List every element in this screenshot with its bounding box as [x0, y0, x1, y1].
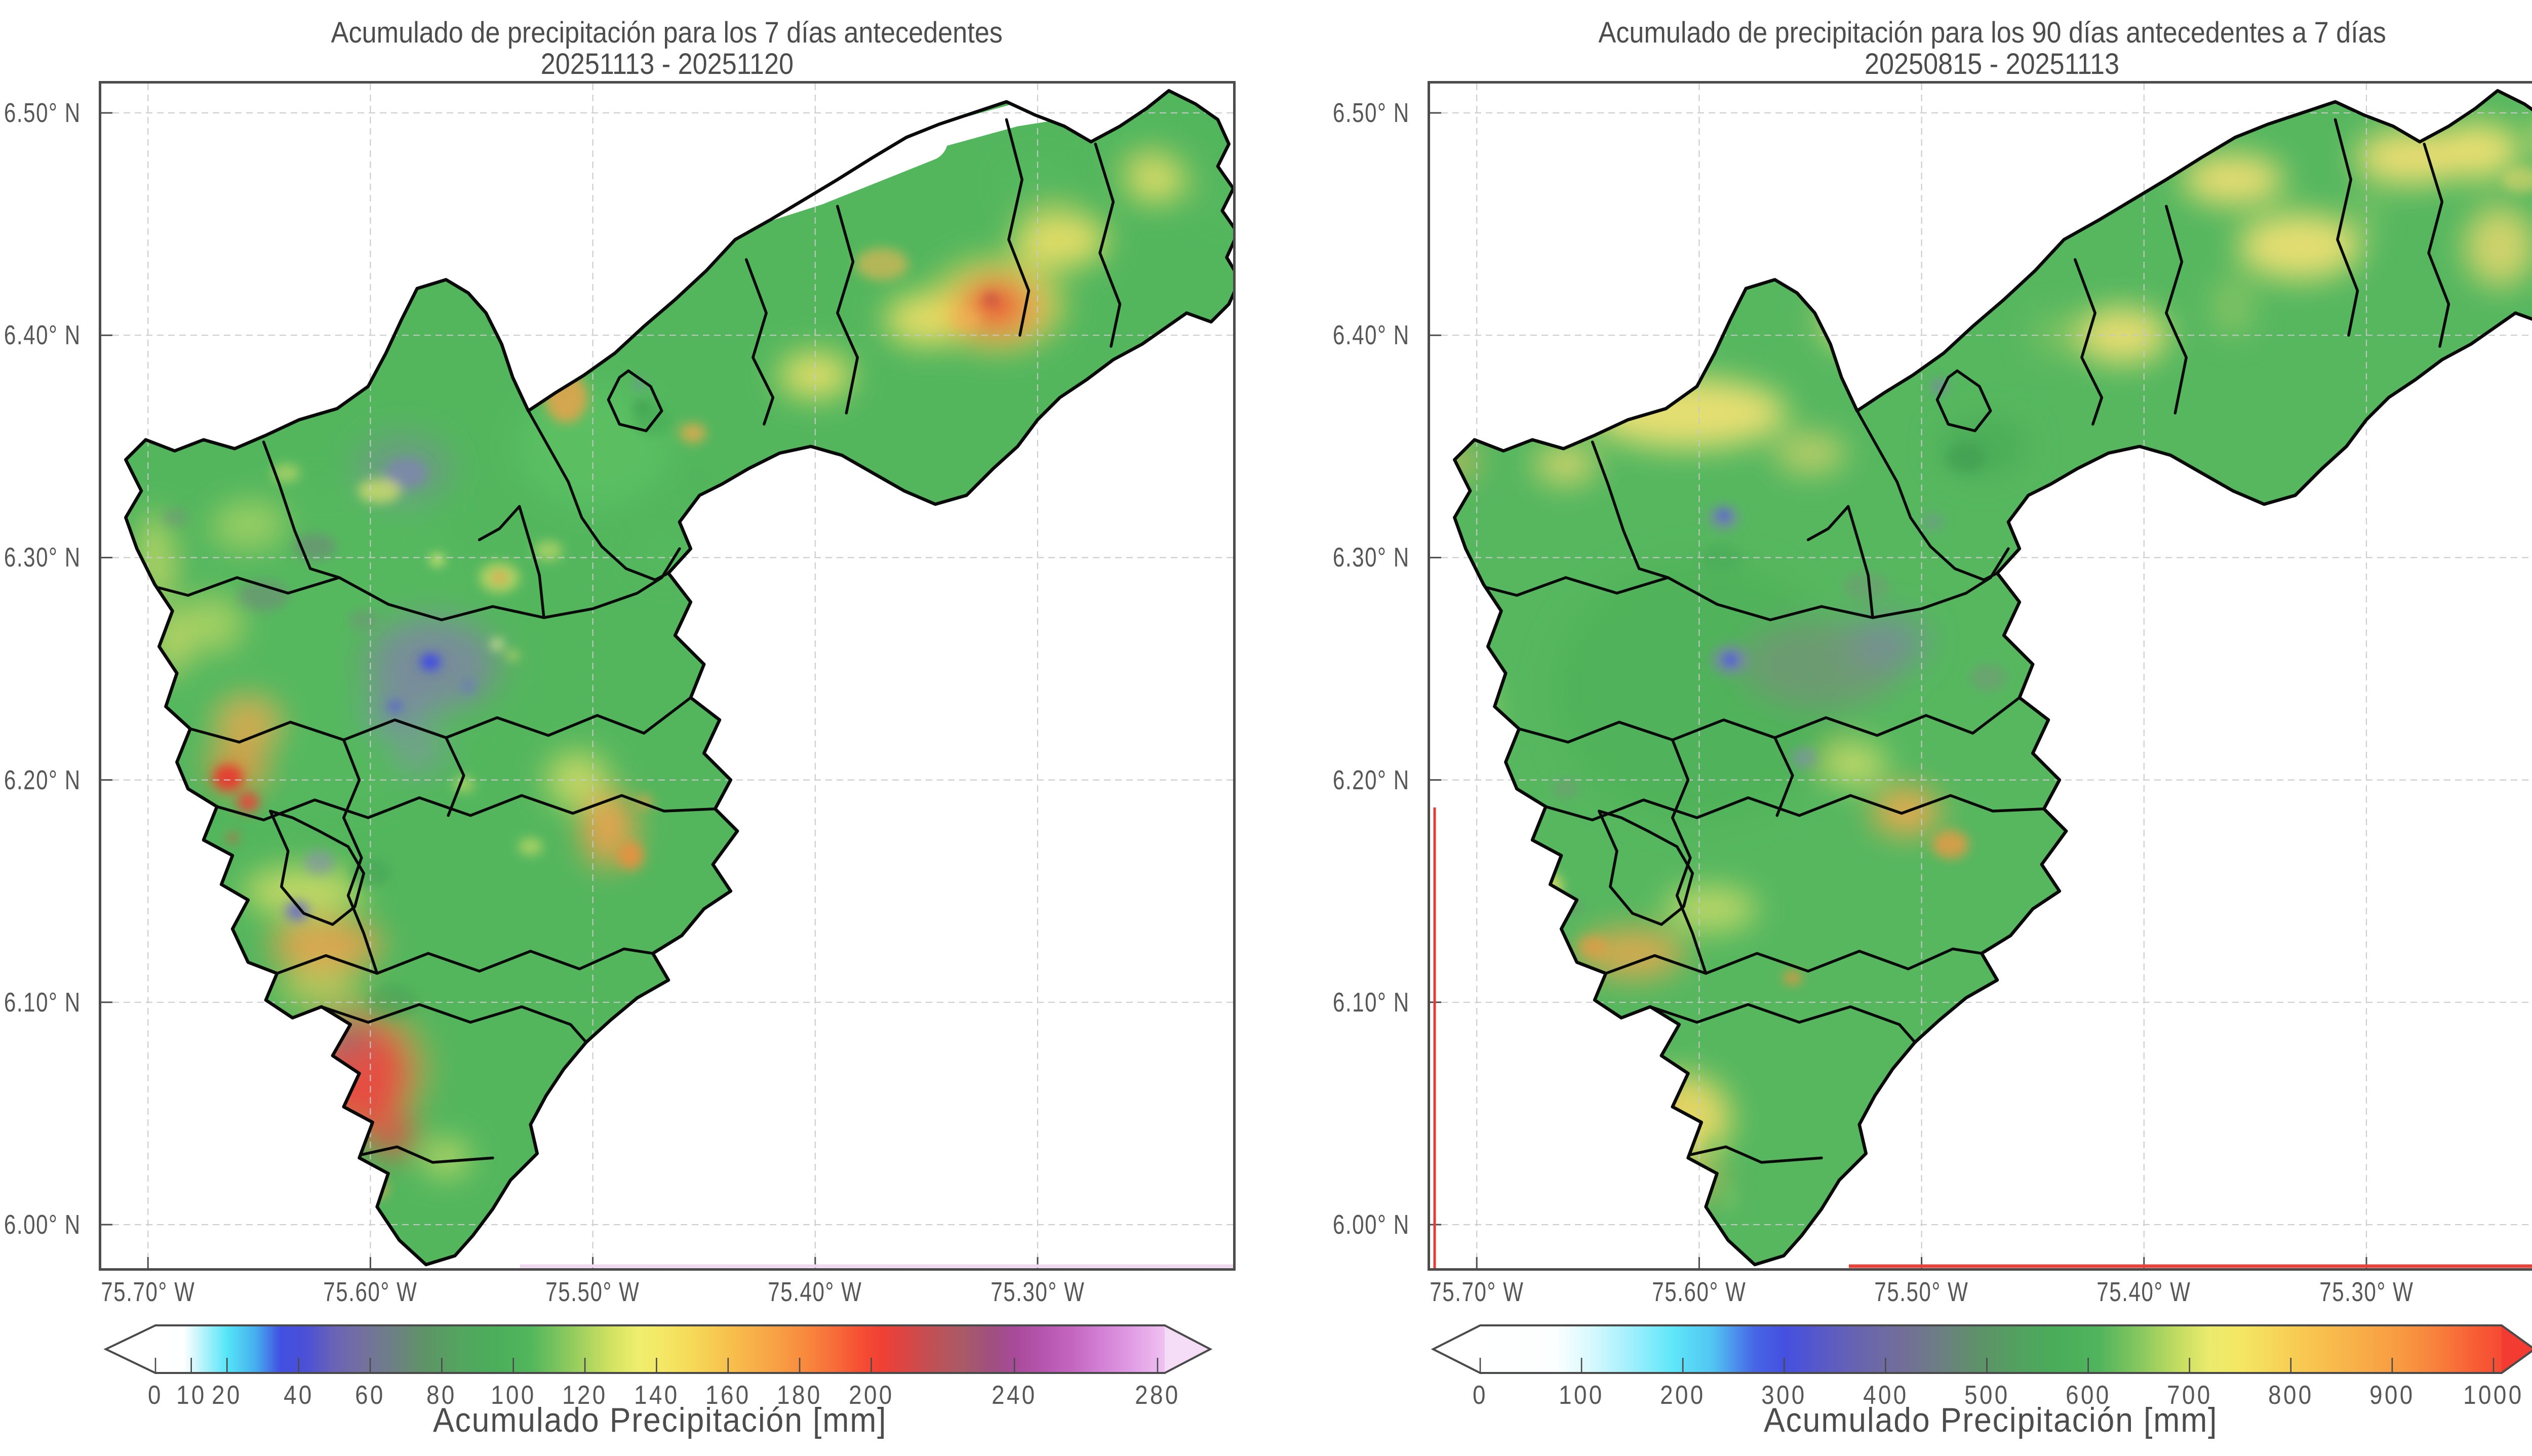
right-colorbar-label: Acumulado Precipitación [mm] [1763, 1401, 2218, 1439]
colorbar-tick-label: 0 [1473, 1381, 1488, 1410]
x-tick-label: 75.60° W [1652, 1277, 1747, 1307]
y-tick-label: 6.40° N [1333, 320, 1410, 351]
x-tick-label: 75.40° W [2096, 1277, 2191, 1307]
colorbar-tick-label: 200 [848, 1381, 894, 1410]
colorbar-tick-label: 120 [562, 1381, 608, 1410]
colorbar-tick-label: 200 [1660, 1381, 1706, 1410]
colorbar-tick-label: 60 [355, 1381, 385, 1410]
y-tick-label: 6.10° N [1333, 987, 1410, 1018]
y-tick-label: 6.30° N [4, 542, 81, 573]
y-tick-label: 6.50° N [4, 97, 81, 128]
colorbar-90days [1431, 1324, 2532, 1374]
colorbar-tick-label: 180 [777, 1381, 822, 1410]
left-title-line2: 20251113 - 20251120 [540, 48, 794, 80]
left-panel-title: Acumulado de precipitación para los 7 dí… [59, 17, 1275, 80]
left-title-line1: Acumulado de precipitación para los 7 dí… [331, 16, 1003, 49]
x-tick-label: 75.70° W [101, 1277, 195, 1307]
colorbar-tick-label: 280 [1135, 1381, 1180, 1410]
precipitation-map-90days [1430, 84, 2532, 1268]
colorbar-tick-label: 500 [1964, 1381, 2010, 1410]
colorbar-tick-label: 400 [1863, 1381, 1909, 1410]
left-map-axes [99, 81, 1236, 1271]
x-tick-label: 75.50° W [545, 1277, 640, 1307]
colorbar-tick-label: 80 [426, 1381, 457, 1410]
colorbar-tick-label: 240 [992, 1381, 1037, 1410]
colorbar-tick-label: 100 [490, 1381, 536, 1410]
colorbar-tick-label: 40 [283, 1381, 314, 1410]
y-tick-label: 6.40° N [4, 320, 81, 351]
colorbar-tick-label: 100 [1559, 1381, 1604, 1410]
colorbar-tick-label: 0 [148, 1381, 163, 1410]
colorbar-tick-label: 20 [212, 1381, 243, 1410]
right-panel-title: Acumulado de precipitación para los 90 d… [1384, 17, 2532, 80]
colorbar-tick-label: 160 [705, 1381, 751, 1410]
colorbar-tick-label: 700 [2166, 1381, 2212, 1410]
y-tick-label: 6.50° N [1333, 97, 1410, 128]
x-tick-label: 75.30° W [990, 1277, 1085, 1307]
right-title-line2: 20250815 - 20251113 [1865, 48, 2120, 80]
x-tick-label: 75.30° W [2319, 1277, 2414, 1307]
colorbar-tick-label: 10 [176, 1381, 207, 1410]
x-tick-label: 75.50° W [1874, 1277, 1969, 1307]
x-tick-label: 75.40° W [768, 1277, 862, 1307]
right-map-axes [1428, 81, 2532, 1271]
colorbar-tick-label: 600 [2065, 1381, 2111, 1410]
colorbar-tick-label: 140 [634, 1381, 680, 1410]
y-tick-label: 6.10° N [4, 987, 81, 1018]
y-tick-label: 6.30° N [1333, 542, 1410, 573]
precipitation-map-7days [101, 84, 1233, 1268]
y-tick-label: 6.00° N [4, 1209, 81, 1240]
colorbar-tick-label: 900 [2369, 1381, 2415, 1410]
x-tick-label: 75.70° W [1430, 1277, 1524, 1307]
y-tick-label: 6.20° N [1333, 764, 1410, 795]
colorbar-7days [103, 1324, 1213, 1374]
y-tick-label: 6.20° N [4, 764, 81, 795]
colorbar-tick-label: 1000 [2463, 1381, 2524, 1410]
colorbar-tick-label: 300 [1761, 1381, 1807, 1410]
right-title-line1: Acumulado de precipitación para los 90 d… [1598, 16, 2386, 49]
x-tick-label: 75.60° W [323, 1277, 418, 1307]
colorbar-tick-label: 800 [2268, 1381, 2314, 1410]
y-tick-label: 6.00° N [1333, 1209, 1410, 1240]
left-colorbar-label: Acumulado Precipitación [mm] [432, 1401, 887, 1439]
